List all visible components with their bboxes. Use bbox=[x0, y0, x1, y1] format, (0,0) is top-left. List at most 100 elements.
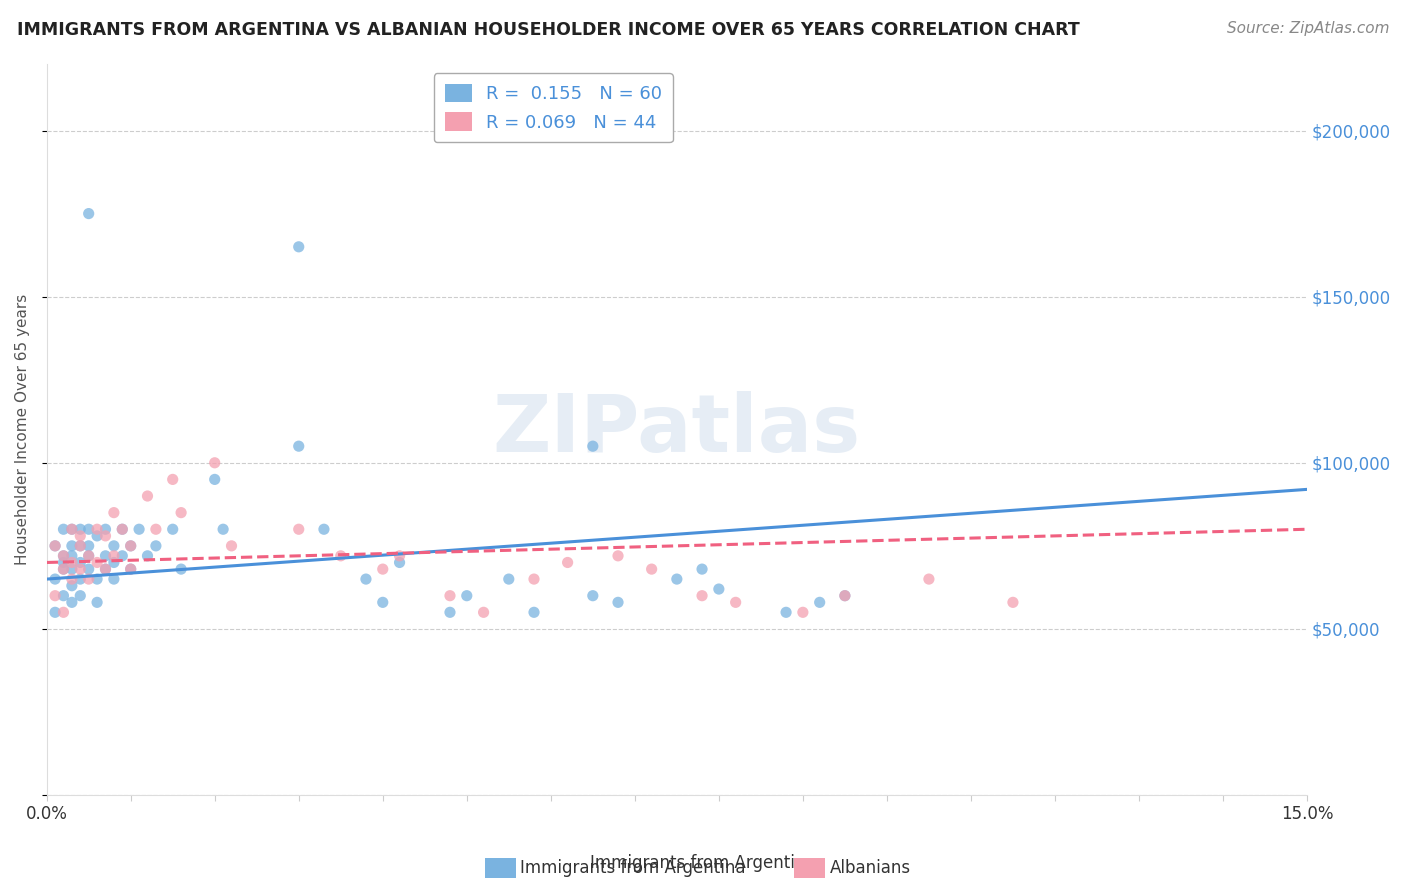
Point bbox=[120, 539, 142, 553]
Point bbox=[607, 549, 630, 563]
Point bbox=[640, 562, 662, 576]
Point bbox=[136, 489, 159, 503]
Point bbox=[287, 240, 309, 254]
Point bbox=[77, 539, 100, 553]
Point bbox=[212, 522, 235, 536]
Point bbox=[472, 605, 495, 619]
Point bbox=[94, 549, 117, 563]
Point bbox=[103, 556, 125, 570]
Point bbox=[607, 595, 630, 609]
Point bbox=[52, 556, 75, 570]
Point bbox=[94, 522, 117, 536]
Point bbox=[690, 562, 713, 576]
Point bbox=[918, 572, 941, 586]
Point bbox=[439, 589, 461, 603]
Point bbox=[120, 562, 142, 576]
Point bbox=[86, 556, 108, 570]
Point bbox=[44, 539, 66, 553]
Point bbox=[94, 529, 117, 543]
Point bbox=[162, 522, 184, 536]
Point bbox=[69, 529, 91, 543]
Point bbox=[329, 549, 352, 563]
Point bbox=[204, 472, 226, 486]
Point bbox=[69, 589, 91, 603]
Point bbox=[77, 562, 100, 576]
Point bbox=[388, 549, 411, 563]
Point bbox=[287, 522, 309, 536]
Point bbox=[60, 572, 83, 586]
Point bbox=[94, 562, 117, 576]
Point bbox=[456, 589, 478, 603]
Point bbox=[52, 522, 75, 536]
Point bbox=[52, 605, 75, 619]
Point bbox=[52, 589, 75, 603]
Point bbox=[52, 549, 75, 563]
Point bbox=[312, 522, 335, 536]
Point bbox=[60, 522, 83, 536]
Point bbox=[52, 562, 75, 576]
Point bbox=[69, 556, 91, 570]
Point bbox=[439, 605, 461, 619]
Point bbox=[834, 589, 856, 603]
Point bbox=[523, 605, 546, 619]
Point bbox=[60, 549, 83, 563]
Point bbox=[103, 572, 125, 586]
Point bbox=[834, 589, 856, 603]
Point bbox=[145, 522, 167, 536]
Legend: R =  0.155   N = 60, R = 0.069   N = 44: R = 0.155 N = 60, R = 0.069 N = 44 bbox=[434, 73, 673, 143]
Point bbox=[86, 595, 108, 609]
Point bbox=[371, 595, 394, 609]
Point bbox=[44, 605, 66, 619]
Point bbox=[792, 605, 814, 619]
Point bbox=[287, 439, 309, 453]
Point bbox=[60, 595, 83, 609]
Point bbox=[204, 456, 226, 470]
Point bbox=[1001, 595, 1024, 609]
Point bbox=[52, 549, 75, 563]
Text: Albanians: Albanians bbox=[830, 859, 911, 877]
Point bbox=[523, 572, 546, 586]
Point bbox=[86, 529, 108, 543]
Point bbox=[60, 556, 83, 570]
Point bbox=[44, 572, 66, 586]
Point bbox=[103, 506, 125, 520]
Point bbox=[44, 539, 66, 553]
Point bbox=[775, 605, 797, 619]
Point bbox=[77, 549, 100, 563]
Point bbox=[354, 572, 377, 586]
Text: IMMIGRANTS FROM ARGENTINA VS ALBANIAN HOUSEHOLDER INCOME OVER 65 YEARS CORRELATI: IMMIGRANTS FROM ARGENTINA VS ALBANIAN HO… bbox=[17, 21, 1080, 39]
Point bbox=[724, 595, 747, 609]
Point bbox=[60, 539, 83, 553]
Point bbox=[690, 589, 713, 603]
Point bbox=[69, 562, 91, 576]
Text: Immigrants from Argentina: Immigrants from Argentina bbox=[591, 855, 815, 872]
Point bbox=[170, 562, 193, 576]
Point bbox=[103, 539, 125, 553]
Point bbox=[498, 572, 520, 586]
Point bbox=[557, 556, 579, 570]
Point bbox=[94, 562, 117, 576]
Point bbox=[77, 522, 100, 536]
Point bbox=[145, 539, 167, 553]
Point bbox=[170, 506, 193, 520]
Point bbox=[162, 472, 184, 486]
Point bbox=[111, 549, 134, 563]
Point bbox=[103, 549, 125, 563]
Point bbox=[60, 522, 83, 536]
Point bbox=[77, 549, 100, 563]
Point bbox=[371, 562, 394, 576]
Point bbox=[69, 522, 91, 536]
Point bbox=[120, 539, 142, 553]
Point bbox=[120, 562, 142, 576]
Point bbox=[582, 589, 605, 603]
Point bbox=[69, 572, 91, 586]
Point bbox=[77, 572, 100, 586]
Point bbox=[136, 549, 159, 563]
Point bbox=[60, 562, 83, 576]
Point bbox=[111, 522, 134, 536]
Point bbox=[69, 539, 91, 553]
Point bbox=[52, 562, 75, 576]
Point bbox=[44, 589, 66, 603]
Point bbox=[582, 439, 605, 453]
Point bbox=[86, 572, 108, 586]
